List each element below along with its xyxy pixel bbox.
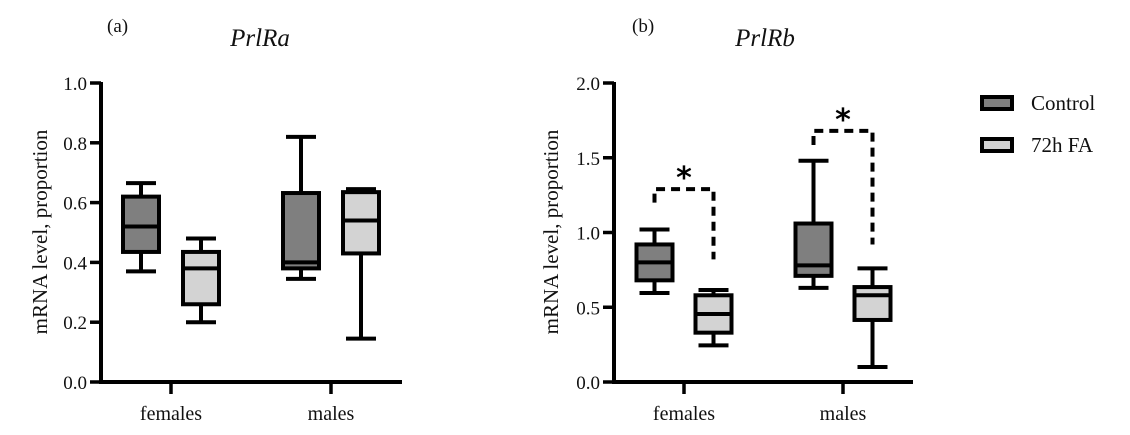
significance-star: *	[676, 161, 692, 196]
panel-b-letter: (b)	[632, 16, 654, 37]
y-tick-label: 0.6	[63, 194, 87, 215]
significance-bracket	[652, 187, 716, 260]
panel-a-letter: (a)	[107, 16, 128, 37]
panel-a-boxes	[121, 134, 381, 341]
box-control-females	[634, 227, 675, 296]
y-tick-label: 1.0	[63, 74, 87, 95]
y-tick-label: 1.5	[576, 149, 600, 170]
box-control-females	[121, 181, 161, 274]
panel-b: (b) PrlRb mRNA level, proportion 0.0 0.5 1…	[539, 16, 913, 425]
legend-swatch-fa	[980, 137, 1014, 153]
box-iqr	[341, 190, 381, 256]
box-iqr	[121, 194, 161, 254]
box-iqr	[852, 285, 893, 322]
panel-a-y-ticks: 0.0 0.2 0.4 0.6 0.8 1.0	[63, 74, 101, 394]
panel-b-axes	[612, 82, 913, 384]
legend-swatch-control	[980, 95, 1014, 111]
panel-b-title: PrlRb	[734, 25, 795, 52]
significance-star: *	[835, 103, 851, 138]
y-tick-label: 0.5	[576, 298, 600, 319]
y-tick-label: 1.0	[576, 224, 600, 245]
panel-a-x-categories: females males	[140, 382, 355, 425]
panel-a: (a) PrlRa mRNA level, proportion 0.00.20…	[28, 16, 402, 425]
y-tick-label: 0.0	[576, 373, 600, 394]
panel-b-y-ticks: 0.0 0.5 1.0 1.5 2.0	[576, 74, 614, 394]
panel-a-title: PrlRa	[229, 25, 290, 52]
legend-label-control: Control	[1031, 91, 1095, 115]
box-fa-males	[341, 187, 381, 341]
y-tick-label: 0.0	[63, 373, 87, 394]
x-category-label: females	[653, 403, 715, 425]
box-control-males	[793, 158, 834, 290]
box-iqr	[181, 249, 221, 307]
legend: Control 72h FA	[980, 91, 1095, 157]
panel-b-significance: **	[652, 103, 875, 260]
x-category-label: males	[820, 403, 867, 425]
significance-bracket	[811, 128, 875, 245]
y-tick-label: 0.8	[63, 134, 87, 155]
panel-a-axes	[99, 82, 402, 384]
y-tick-label: 2.0	[576, 74, 600, 95]
panel-b-x-categories: females males	[653, 382, 867, 425]
box-iqr	[281, 191, 321, 271]
box-fa-females	[693, 288, 734, 348]
legend-label-fa: 72h FA	[1031, 133, 1094, 157]
box-fa-males	[852, 266, 893, 370]
box-control-males	[281, 134, 321, 281]
panel-b-y-axis-label: mRNA level, proportion	[539, 129, 563, 334]
box-fa-females	[181, 236, 221, 325]
x-category-label: males	[308, 403, 355, 425]
panel-a-y-axis-label: mRNA level, proportion	[28, 129, 52, 334]
box-iqr	[793, 221, 834, 278]
y-tick-label: 0.4	[63, 253, 87, 274]
x-category-label: females	[140, 403, 202, 425]
y-tick-label: 0.2	[63, 313, 87, 334]
panel-b-boxes	[634, 158, 893, 370]
